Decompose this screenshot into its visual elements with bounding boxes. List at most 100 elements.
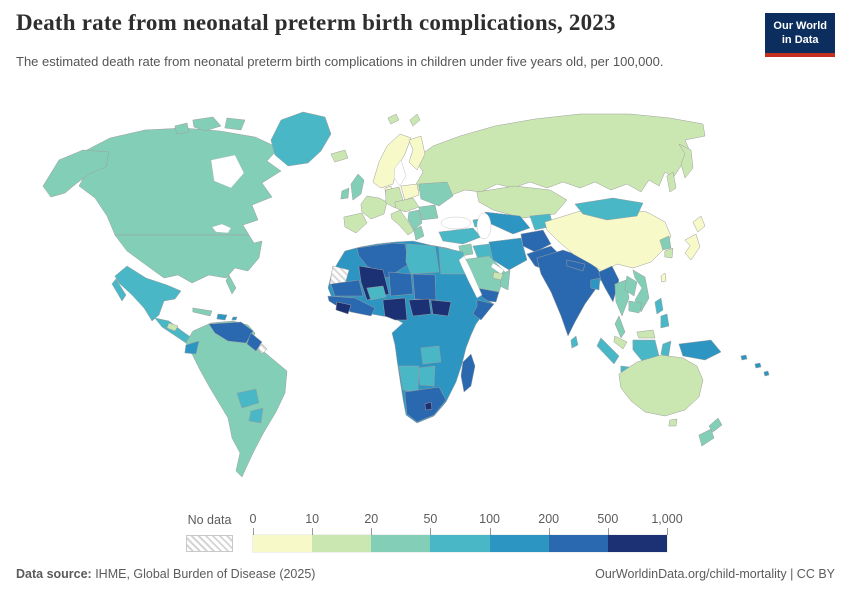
country-sri-lanka[interactable] [570,335,579,349]
country-central-europe[interactable] [394,197,420,213]
country-new-zealand-north[interactable] [708,417,723,433]
country-nigeria[interactable] [382,297,408,321]
country-cambodia[interactable] [628,300,643,314]
country-laos[interactable] [624,275,638,297]
country-russia[interactable] [414,113,706,197]
legend-bin-200-500[interactable] [548,535,608,552]
country-russia-arctic-isle2[interactable] [409,113,421,127]
country-mauritania[interactable] [330,279,364,297]
country-canada-arctic-1[interactable] [192,116,222,132]
country-japan-honshu[interactable] [684,233,701,261]
country-algeria[interactable] [356,242,410,279]
country-balkans[interactable] [407,209,423,231]
country-niger[interactable] [388,271,414,297]
legend-bin-20-50[interactable] [371,535,431,552]
country-turkey[interactable] [438,227,482,245]
country-iceland[interactable] [330,149,349,163]
country-senegal-sierra-leone[interactable] [327,295,376,317]
country-paraguay[interactable] [248,407,264,424]
country-poland-baltics[interactable] [400,183,420,201]
country-french-guiana[interactable] [257,343,268,355]
country-russia-arctic-isle[interactable] [387,113,400,125]
country-botswana[interactable] [418,365,436,387]
page-subtitle: The estimated death rate from neonatal p… [16,54,664,69]
country-norway-sweden[interactable] [372,133,412,189]
country-italy[interactable] [390,209,415,236]
country-greenland[interactable] [270,111,332,167]
country-new-guinea[interactable] [678,339,722,361]
country-afghanistan[interactable] [520,229,552,253]
country-lesotho[interactable] [424,401,433,411]
country-malaysia[interactable] [613,335,628,350]
country-burkina-faso[interactable] [366,285,387,301]
country-mexico-baja[interactable] [111,278,127,302]
country-myanmar[interactable] [598,265,620,303]
country-indonesia-sumatra[interactable] [596,337,620,365]
country-thailand-peninsula[interactable] [614,315,626,339]
legend-bin-10-20[interactable] [312,535,372,552]
country-russia-sakhalin[interactable] [666,171,677,193]
country-france[interactable] [360,195,388,220]
country-spain-portugal[interactable] [343,212,368,234]
country-south-korea[interactable] [664,247,674,259]
country-australia-tasmania[interactable] [668,418,678,427]
country-greece[interactable] [413,225,425,241]
country-madagascar[interactable] [460,353,476,393]
country-south-sudan[interactable] [430,299,452,317]
country-united-states-alaska[interactable] [42,149,110,198]
legend-bin-0-10[interactable] [253,535,313,552]
country-iran[interactable] [488,237,528,271]
country-mongolia[interactable] [574,197,644,221]
country-australia[interactable] [618,354,704,417]
country-north-korea[interactable] [659,235,672,251]
country-canada[interactable] [78,127,282,236]
country-new-zealand-south[interactable] [698,428,715,447]
country-ireland[interactable] [340,187,350,200]
owid-logo[interactable]: Our World in Data [765,13,835,57]
country-venezuela[interactable] [208,321,254,344]
country-taiwan[interactable] [660,272,667,283]
country-romania-bulgaria[interactable] [418,204,439,221]
country-malaysia-borneo[interactable] [636,329,656,339]
country-united-states-florida[interactable] [225,274,237,295]
country-honduras[interactable] [166,322,179,332]
country-pacific-islands-2[interactable] [754,362,762,369]
country-nepal[interactable] [566,259,586,272]
country-bolivia[interactable] [236,388,260,409]
legend-bin-100-200[interactable] [489,535,549,552]
country-pacific-islands-3[interactable] [763,370,770,377]
country-somalia[interactable] [472,299,495,321]
country-bangladesh[interactable] [590,277,601,291]
legend-bin-50-100[interactable] [430,535,490,552]
country-hispaniola[interactable] [216,313,228,321]
legend-tick-label: 500 [597,512,619,526]
legend-bin-500-1000[interactable] [607,535,667,552]
country-guinea[interactable] [335,301,352,315]
country-philippines-luzon[interactable] [654,297,664,315]
country-united-states[interactable] [114,234,263,284]
region-south-america-base[interactable] [185,320,288,478]
country-mexico[interactable] [114,265,182,322]
country-japan-hokkaido[interactable] [692,215,706,233]
country-chad[interactable] [412,273,437,301]
country-guyana-suriname[interactable] [246,332,263,352]
country-finland[interactable] [408,135,426,171]
country-puerto-rico[interactable] [231,316,238,321]
country-libya[interactable] [405,243,440,275]
legend-no-data-swatch[interactable] [186,535,233,552]
country-kazakhstan[interactable] [476,185,568,219]
world-map[interactable] [15,102,835,506]
country-united-kingdom[interactable] [350,173,365,201]
country-ukraine-belarus[interactable] [418,181,454,207]
country-russia-kamchatka[interactable] [678,143,694,179]
country-canada-arctic-3[interactable] [174,122,190,135]
country-ecuador[interactable] [184,340,200,355]
country-pacific-islands-1[interactable] [740,354,748,361]
country-cuba[interactable] [192,307,213,317]
country-philippines-mindanao[interactable] [660,313,670,329]
country-central-african-republic[interactable] [408,298,432,317]
country-canada-arctic-2[interactable] [224,117,246,131]
country-zambia[interactable] [420,345,442,365]
footer-url-link[interactable]: OurWorldinData.org/child-mortality [595,567,787,581]
